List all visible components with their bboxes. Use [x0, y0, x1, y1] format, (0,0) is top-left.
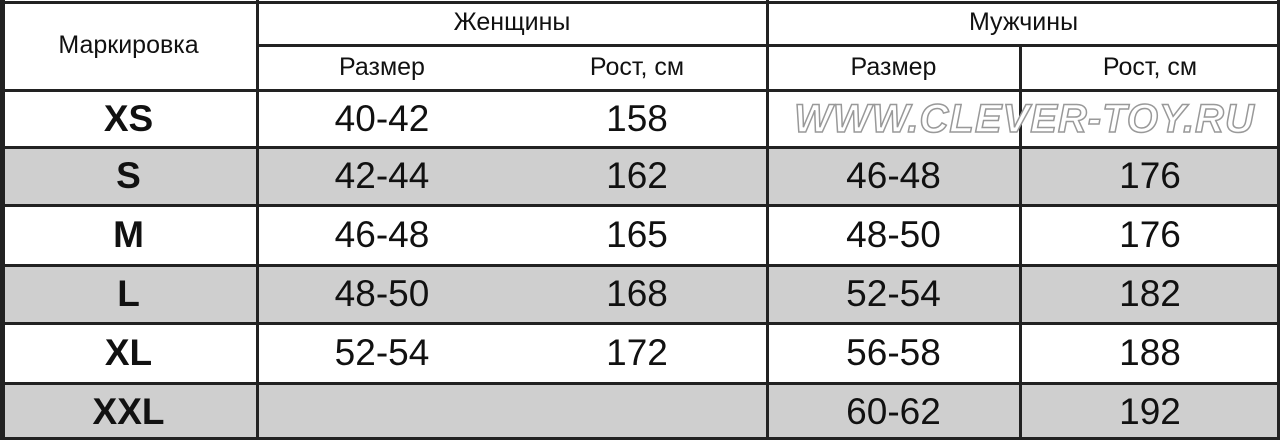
- cell-men-height: 176: [1119, 214, 1181, 255]
- cell-women-size: 42-44: [334, 155, 430, 196]
- cell-mark: L: [117, 273, 140, 314]
- divider: [256, 0, 259, 440]
- cell-men-height: 188: [1119, 332, 1181, 373]
- divider: [1277, 0, 1280, 440]
- cell-women-height: 165: [606, 214, 668, 255]
- divider: [0, 204, 1280, 207]
- cell-women-size: 46-48: [334, 214, 430, 255]
- header-men-height: Рост, см: [1102, 53, 1198, 81]
- cell-women-size: [257, 383, 507, 440]
- row-shade: [0, 147, 1280, 205]
- header-men: Мужчины: [968, 8, 1079, 36]
- divider: [0, 146, 1280, 149]
- cell-women-size: 40-42: [334, 97, 430, 139]
- divider: [0, 1, 1280, 4]
- divider: [0, 437, 1280, 440]
- divider: [0, 322, 1280, 325]
- divider: [0, 89, 1280, 92]
- divider: [0, 0, 5, 440]
- cell-men-size: 52-54: [846, 273, 941, 314]
- cell-women-height: 162: [606, 155, 668, 196]
- header-marking: Маркировка: [58, 30, 199, 59]
- cell-men-height: 182: [1119, 273, 1181, 314]
- cell-women-size: 52-54: [334, 332, 430, 373]
- header-women: Женщины: [453, 8, 571, 36]
- cell-men-size: 56-58: [846, 332, 941, 373]
- header-women-size: Размер: [339, 53, 425, 81]
- cell-mark: S: [116, 155, 141, 196]
- cell-mark: M: [113, 214, 144, 255]
- cell-women-height: 172: [606, 332, 668, 373]
- cell-mark: XS: [103, 97, 154, 139]
- cell-mark: XL: [104, 332, 153, 373]
- divider: [0, 382, 1280, 385]
- cell-men-height: [1020, 90, 1280, 147]
- cell-mark: XXL: [92, 390, 165, 432]
- cell-men-height: 192: [1119, 390, 1181, 432]
- header-women-height: Рост, см: [589, 53, 685, 81]
- cell-men-size: 60-62: [846, 390, 941, 432]
- cell-men-size: 48-50: [846, 214, 941, 255]
- cell-men-size: [767, 90, 1020, 147]
- cell-women-size: 48-50: [334, 273, 430, 314]
- cell-men-size: 46-48: [846, 155, 941, 196]
- cell-men-height: 176: [1119, 155, 1181, 196]
- cell-women-height: 158: [606, 97, 668, 139]
- row-shade: [0, 265, 1280, 323]
- divider: [1019, 44, 1022, 440]
- divider: [766, 0, 769, 440]
- row-shade: [0, 383, 1280, 440]
- cell-women-height: [507, 383, 767, 440]
- header-men-size: Размер: [850, 53, 937, 81]
- divider: [0, 264, 1280, 267]
- cell-women-height: 168: [606, 273, 668, 314]
